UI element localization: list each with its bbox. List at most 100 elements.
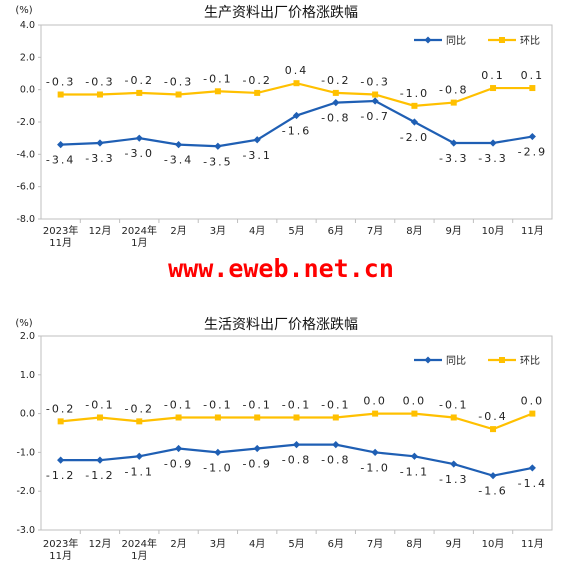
y-tick-label: 0.0 [20,409,35,420]
data-point [528,132,536,141]
data-label: 0.0 [521,395,545,408]
data-label: -0.2 [46,402,75,415]
data-point [57,91,64,98]
x-tick-label: 2月 [170,225,186,237]
x-tick-label: 2023年 [43,224,78,237]
data-point [135,134,143,142]
data-label: -3.3 [478,152,507,165]
data-label: -3.3 [439,152,468,165]
legend-label: 环比 [520,35,540,47]
data-label: -0.7 [360,110,389,123]
data-point [293,414,300,421]
data-point [410,452,419,460]
data-point [450,99,457,106]
x-tick-label: 11月 [521,538,544,550]
unit-label: (%) [15,5,32,16]
data-label: -0.8 [282,454,311,467]
x-tick-label: 1月 [131,237,147,249]
data-label: -1.1 [125,465,154,478]
data-label: -0.3 [85,76,114,89]
legend-label: 同比 [446,355,466,367]
data-point [489,139,497,147]
data-label: 0.1 [521,69,545,82]
data-point [96,456,104,464]
legend-label: 同比 [446,35,466,47]
data-label: -3.5 [203,155,232,168]
x-tick-label: 10月 [482,538,505,550]
data-label: -0.3 [164,76,193,89]
x-tick-label: 2023年 [43,537,78,550]
living-materials-chart: 生活资料出厂价格涨跌幅 (%) 2.0 1.0 0.0 -1.0 -2.0 -3.0 2023年… [15,317,553,562]
data-point [292,111,301,120]
data-label: -1.0 [400,87,429,100]
data-label: -0.3 [46,76,75,89]
data-label: 0.4 [285,64,309,77]
data-point [214,88,221,95]
data-label: -3.4 [164,154,193,167]
data-label: -1.3 [439,473,468,486]
data-label: -0.1 [164,398,193,411]
data-label: -0.1 [321,398,350,411]
data-point [96,91,103,98]
x-tick-label: 11月 [49,550,72,562]
unit-label: (%) [15,318,32,329]
data-point [371,448,379,456]
x-tick-label: 11月 [49,237,72,249]
x-tick-label: 7月 [367,225,383,237]
y-tick-label: -6.0 [16,182,35,193]
data-point [332,99,340,107]
data-point [372,410,379,417]
data-point [214,414,221,421]
y-tick-label: 1.0 [20,370,35,381]
data-label: -0.8 [439,84,468,97]
data-label: -3.0 [125,147,154,160]
data-point [410,118,419,126]
data-label: -1.2 [85,469,114,482]
x-tick-label: 1月 [131,550,147,562]
data-label: 0.1 [481,69,505,82]
x-tick-label: 2024年 [122,537,157,550]
data-label: -0.1 [85,398,114,411]
data-label: -3.3 [85,152,114,165]
data-point [175,91,182,98]
x-tick-label: 9月 [446,225,462,237]
data-label: -2.9 [518,146,547,159]
y-tick-label: 2.0 [20,331,35,342]
x-tick-label: 5月 [288,538,304,550]
data-label: -0.1 [203,398,232,411]
data-point [253,444,261,453]
data-point [450,414,457,421]
plot-frame [40,24,553,220]
data-label: -0.1 [242,398,271,411]
data-point [529,85,536,92]
data-point [529,410,536,417]
data-point [332,89,339,96]
x-tick-label: 4月 [249,538,265,550]
legend-marker [424,36,432,44]
data-label: -0.2 [125,74,154,87]
data-point [372,91,379,98]
data-label: 0.0 [403,395,427,408]
data-point [174,444,183,453]
x-tick-label: 2024年 [122,224,157,237]
data-label: -0.9 [164,458,193,471]
x-tick-label: 4月 [249,225,265,237]
plot-frame [40,335,553,531]
x-tick-label: 11月 [521,225,544,237]
data-point [490,85,497,92]
data-point [57,141,65,149]
legend-marker [499,37,505,43]
y-tick-label: 0.0 [20,85,35,96]
data-label: -2.0 [400,131,429,144]
watermark-text: www.eweb.net.cn [168,254,394,283]
x-tick-label: 7月 [367,538,383,550]
data-label: -0.8 [321,454,350,467]
data-point [254,414,261,421]
x-tick-label: 10月 [482,225,505,237]
data-point [371,97,379,105]
data-label: -1.0 [360,461,389,474]
x-tick-label: 3月 [210,225,226,237]
legend-marker [424,356,432,364]
data-point [411,410,418,417]
data-point [292,441,301,449]
